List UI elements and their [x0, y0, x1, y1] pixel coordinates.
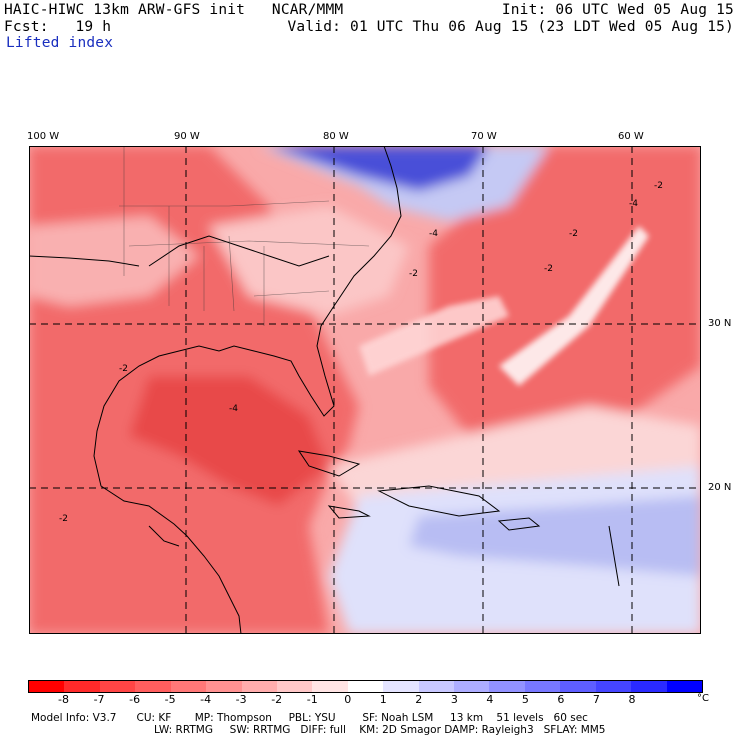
- colorbar-swatch: [64, 681, 100, 692]
- lon-label-80w: 80 W: [323, 131, 349, 142]
- map-canvas: -2 -2 -4 -2 -4 -2 -2 -4 -2: [29, 146, 701, 634]
- valid-time: Valid: 01 UTC Thu 06 Aug 15 (23 LDT Wed …: [287, 19, 734, 35]
- title-line: HAIC-HIWC 13km ARW-GFS init NCAR/MMM: [4, 2, 344, 18]
- colorbar-tick-label: 8: [628, 693, 636, 706]
- colorbar-swatch: [312, 681, 348, 692]
- colorbar-swatch: [418, 681, 455, 692]
- colorbar-swatch: [666, 681, 703, 692]
- colorbar-swatch: [170, 681, 207, 692]
- colorbar-swatch: [29, 681, 65, 692]
- map-border: [29, 146, 701, 634]
- colorbar-tick-label: -1: [306, 693, 318, 706]
- colorbar-tick-label: 6: [557, 693, 565, 706]
- stable-core-caribbean: [409, 496, 701, 576]
- model-info-line2: LW: RRTMG SW: RRTMG DIFF: full KM: 2D Sm…: [154, 724, 606, 736]
- colorbar-swatch: [454, 681, 490, 692]
- neutral-region-southeast-us: [209, 206, 409, 316]
- contour-label: -2: [59, 514, 68, 524]
- field-name: Lifted index: [6, 35, 114, 51]
- colorbar: [28, 680, 703, 693]
- unstable-region-atlantic: [429, 146, 701, 446]
- lifted-index-map: -2 -2 -4 -2 -4 -2 -2 -4 -2: [29, 146, 701, 634]
- unstable-ring-west: [359, 296, 509, 376]
- colorbar-tick-label: -5: [164, 693, 176, 706]
- colorbar-swatch: [206, 681, 242, 692]
- contour-label: -4: [629, 199, 638, 209]
- init-time: Init: 06 UTC Wed 05 Aug 15: [501, 2, 734, 18]
- colorbar-tick-label: -2: [271, 693, 283, 706]
- graticule: [29, 146, 701, 634]
- colorbar-tick-label: 1: [379, 693, 387, 706]
- contour-label: -4: [229, 404, 238, 414]
- colorbar-swatch: [560, 681, 596, 692]
- colorbar-swatch: [135, 681, 171, 692]
- contour-label: -2: [119, 364, 128, 374]
- lat-label-30n: 30 N: [708, 318, 732, 329]
- colorbar-tick-label: 0: [344, 693, 352, 706]
- colorbar-swatch: [383, 681, 419, 692]
- lon-label-60w: 60 W: [618, 131, 644, 142]
- colorbar-swatch: [524, 681, 561, 692]
- contour-labels: -2 -2 -4 -2 -4 -2 -2 -4 -2: [59, 181, 663, 524]
- colorbar-tick-label: 7: [592, 693, 600, 706]
- contour-label: -4: [429, 229, 438, 239]
- contour-label: -2: [654, 181, 663, 191]
- stable-band-atlantic: [499, 226, 649, 386]
- colorbar-unit: °C: [697, 693, 709, 704]
- contour-label: -2: [409, 269, 418, 279]
- very-stable-core-northeast: [269, 146, 489, 191]
- colorbar-tick-label: -4: [200, 693, 212, 706]
- colorbar-swatch: [631, 681, 667, 692]
- model-info-line1: Model Info: V3.7 CU: KF MP: Thompson PBL…: [31, 712, 588, 724]
- colorbar-swatch: [276, 681, 313, 692]
- colorbar-swatch: [347, 681, 384, 692]
- deep-unstable-core: [129, 376, 329, 506]
- colorbar-tick-label: 5: [521, 693, 529, 706]
- colorbar-swatch: [99, 681, 136, 692]
- forecast-hour: Fcst: 19 h: [4, 19, 112, 35]
- colorbar-tick-label: 2: [415, 693, 423, 706]
- lon-label-70w: 70 W: [471, 131, 497, 142]
- colorbar-tick-label: -8: [58, 693, 69, 706]
- colorbar-swatch: [595, 681, 632, 692]
- colorbar-tick-label: 4: [486, 693, 494, 706]
- colorbar-tick-label: -3: [235, 693, 247, 706]
- contour-label: -2: [544, 264, 553, 274]
- mild-region-plains: [29, 216, 199, 306]
- lon-label-100w: 100 W: [27, 131, 60, 142]
- contour-label: -2: [569, 229, 578, 239]
- colorbar-tick-label: 3: [450, 693, 458, 706]
- lon-label-90w: 90 W: [174, 131, 200, 142]
- colorbar-tick-label: -6: [129, 693, 141, 706]
- colorbar-tick-label: -7: [93, 693, 105, 706]
- colorbar-swatch: [489, 681, 525, 692]
- state-borders: [119, 146, 370, 326]
- colorbar-swatch: [241, 681, 277, 692]
- lat-label-20n: 20 N: [708, 482, 732, 493]
